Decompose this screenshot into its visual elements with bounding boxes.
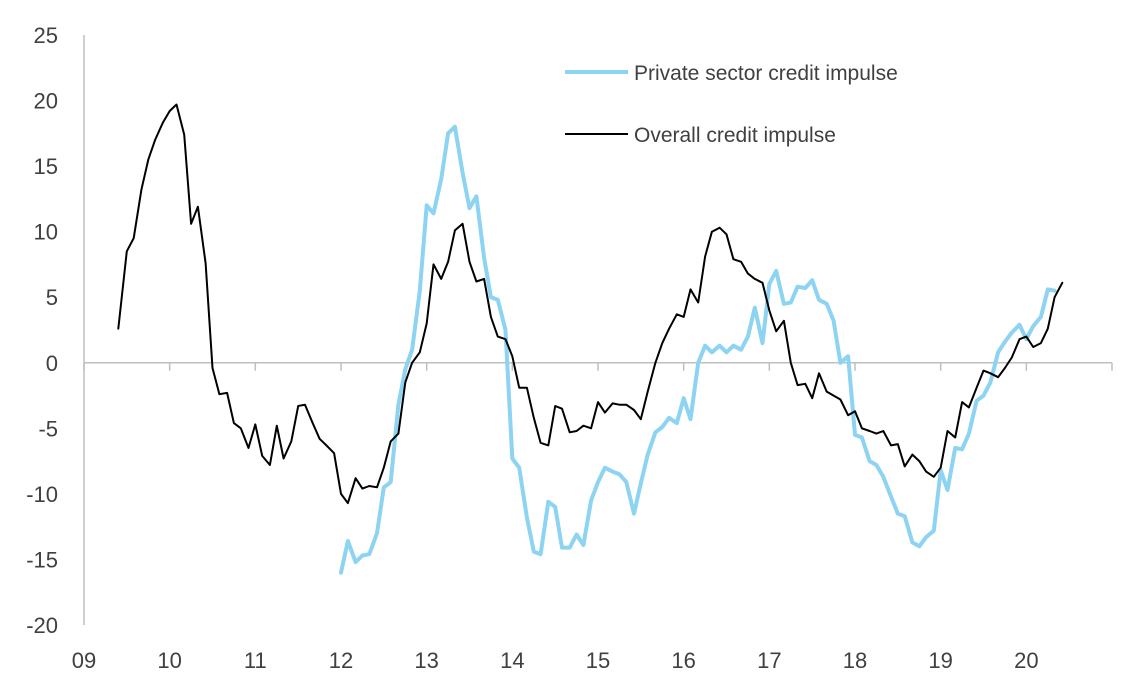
legend-label-private-sector: Private sector credit impulse bbox=[634, 62, 898, 85]
x-tick-label: 20 bbox=[1014, 648, 1038, 673]
series-layer bbox=[117, 103, 1064, 575]
y-tick-label: -10 bbox=[26, 482, 58, 507]
x-tick-label: 19 bbox=[928, 648, 952, 673]
y-tick-label: 20 bbox=[34, 89, 58, 114]
y-tick-label: 10 bbox=[34, 220, 58, 245]
legend: Private sector credit impulse Overall cr… bbox=[565, 62, 898, 147]
y-tick-label: 5 bbox=[46, 285, 58, 310]
x-tick-label: 11 bbox=[244, 648, 267, 673]
y-tick-label: 15 bbox=[34, 154, 58, 179]
series-line-overall-credit-impulse bbox=[117, 103, 1064, 505]
x-tick-label: 17 bbox=[757, 648, 781, 673]
x-tick-label: 16 bbox=[671, 648, 695, 673]
x-tick-label: 09 bbox=[72, 648, 96, 673]
x-tick-label: 12 bbox=[329, 648, 353, 673]
series-line-private-sector-credit-impulse bbox=[339, 124, 1057, 575]
x-tick-labels: 09 10 11 12 13 14 15 16 17 18 19 20 bbox=[72, 362, 1113, 673]
x-tick-label: 10 bbox=[157, 648, 181, 673]
x-tick-label: 15 bbox=[586, 648, 610, 673]
y-tick-label: 25 bbox=[34, 23, 58, 48]
x-tick-label: 13 bbox=[414, 648, 438, 673]
y-tick-label: -20 bbox=[26, 613, 58, 638]
y-tick-label: 0 bbox=[46, 351, 58, 376]
y-tick-labels: 25 20 15 10 5 0 -5 -10 -15 -20 bbox=[26, 23, 58, 638]
y-tick-label: -15 bbox=[26, 547, 58, 572]
y-tick-label: -5 bbox=[38, 416, 58, 441]
legend-item-overall: Overall credit impulse bbox=[565, 124, 836, 147]
x-tick-label: 14 bbox=[500, 648, 524, 673]
x-tick-label: 18 bbox=[843, 648, 867, 673]
legend-label-overall: Overall credit impulse bbox=[634, 124, 836, 147]
axes bbox=[83, 35, 1112, 625]
legend-item-private-sector: Private sector credit impulse bbox=[565, 62, 898, 85]
